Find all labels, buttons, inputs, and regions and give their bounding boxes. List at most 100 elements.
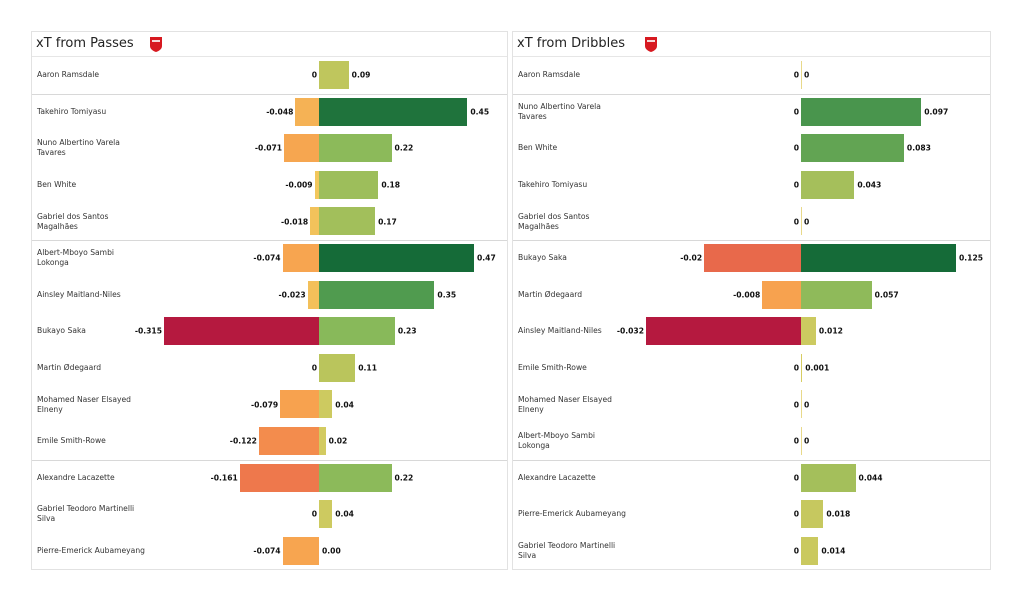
zero-line xyxy=(801,390,802,419)
player-name: Albert-Mboyo Sambi Lokonga xyxy=(37,248,115,268)
negative-bar xyxy=(295,97,319,126)
positive-value-label: 0.47 xyxy=(477,253,496,263)
table-row: Gabriel dos Santos Magalhães -0.018 0.17 xyxy=(32,203,507,240)
positive-value-label: 0 xyxy=(804,436,810,446)
positive-bar xyxy=(319,61,349,89)
positive-bar xyxy=(801,134,904,163)
positive-value-label: 0.125 xyxy=(959,253,984,263)
negative-value-label: 0 xyxy=(793,400,799,410)
positive-bar xyxy=(801,500,824,529)
positive-value-label: 0.044 xyxy=(858,473,883,483)
player-name: Martin Ødegaard xyxy=(518,289,583,299)
player-name: Gabriel dos Santos Magalhães xyxy=(37,211,109,231)
player-name: Nuno Albertino Varela Tavares xyxy=(518,101,601,121)
negative-value-label: 0 xyxy=(311,70,317,80)
zero-line xyxy=(801,61,802,89)
positive-value-label: 0.23 xyxy=(397,326,417,336)
title-divider xyxy=(32,56,507,57)
positive-value-label: 0.22 xyxy=(394,473,414,483)
negative-bar xyxy=(239,463,319,492)
title-divider xyxy=(513,56,990,57)
positive-bar xyxy=(801,280,872,309)
player-name: Ainsley Maitland-Niles xyxy=(37,289,121,299)
player-name: Alexandre Lacazette xyxy=(37,472,115,482)
table-row: Pierre-Emerick Aubameyang 0 0.018 xyxy=(513,496,990,533)
positive-value-label: 0.02 xyxy=(328,436,348,446)
player-name: Gabriel Teodoro Martinelli Silva xyxy=(518,541,616,561)
negative-bar xyxy=(704,244,801,272)
negative-value-label: 0 xyxy=(793,107,799,117)
table-row: Ainsley Maitland-Niles -0.023 0.35 xyxy=(32,277,507,314)
positive-value-label: 0.018 xyxy=(826,509,851,519)
player-name: Bukayo Saka xyxy=(37,326,86,336)
table-row: Gabriel Teodoro Martinelli Silva 0 0.014 xyxy=(513,533,990,570)
positive-bar xyxy=(319,427,326,455)
positive-value-label: 0.00 xyxy=(322,546,341,556)
group-divider xyxy=(513,240,990,241)
positive-bar xyxy=(801,536,819,565)
positive-bar xyxy=(801,463,856,492)
positive-bar xyxy=(319,97,468,126)
negative-bar xyxy=(314,170,319,199)
positive-value-label: 0.18 xyxy=(381,180,401,190)
arsenal-crest-icon xyxy=(150,37,162,52)
group-divider xyxy=(513,93,990,95)
negative-bar xyxy=(284,134,319,163)
table-row: Ainsley Maitland-Niles -0.032 0.012 xyxy=(513,313,990,350)
negative-value-label: 0 xyxy=(793,143,799,153)
positive-value-label: 0.11 xyxy=(358,363,378,373)
table-row: Nuno Albertino Varela Tavares 0 0.097 xyxy=(513,94,990,131)
player-name: Pierre-Emerick Aubameyang xyxy=(37,546,145,556)
negative-bar xyxy=(282,244,319,272)
negative-value-label: 0 xyxy=(793,217,799,227)
negative-value-label: -0.008 xyxy=(733,290,761,300)
positive-value-label: 0.097 xyxy=(924,107,949,117)
player-name: Gabriel dos Santos Magalhães xyxy=(518,211,590,231)
zero-line xyxy=(801,427,802,455)
player-name: Aaron Ramsdale xyxy=(37,70,100,80)
negative-bar xyxy=(310,207,319,236)
negative-value-label: 0 xyxy=(793,546,799,556)
positive-value-label: 0.45 xyxy=(470,107,490,117)
positive-bar xyxy=(801,317,816,346)
negative-value-label: -0.023 xyxy=(278,290,306,300)
negative-bar xyxy=(282,536,319,565)
negative-value-label: 0 xyxy=(793,509,799,519)
arsenal-crest-icon xyxy=(645,37,657,52)
positive-value-label: 0.04 xyxy=(335,400,354,410)
positive-bar xyxy=(319,170,379,199)
negative-bar xyxy=(762,280,801,309)
positive-value-label: 0.012 xyxy=(818,326,843,336)
table-row: Takehiro Tomiyasu 0 0.043 xyxy=(513,167,990,204)
positive-bar xyxy=(319,353,356,382)
player-name: Takehiro Tomiyasu xyxy=(37,106,107,116)
negative-value-label: 0 xyxy=(311,509,317,519)
table-row: Emile Smith-Rowe -0.122 0.02 xyxy=(32,423,507,460)
table-row: Takehiro Tomiyasu -0.048 0.45 xyxy=(32,94,507,131)
positive-value-label: 0.001 xyxy=(805,363,830,373)
positive-value-label: 0.083 xyxy=(906,143,931,153)
positive-value-label: 0.09 xyxy=(351,70,371,80)
group-divider xyxy=(32,93,507,95)
positive-value-label: 0.014 xyxy=(821,546,846,556)
positive-bar xyxy=(319,134,392,163)
positive-value-label: 0.057 xyxy=(874,290,899,300)
positive-bar xyxy=(801,244,956,272)
negative-value-label: 0 xyxy=(793,473,799,483)
player-name: Ben White xyxy=(37,180,77,190)
table-row: Albert-Mboyo Sambi Lokonga 0 0 xyxy=(513,423,990,460)
player-name: Nuno Albertino Varela Tavares xyxy=(37,138,120,158)
positive-bar xyxy=(801,170,855,199)
negative-value-label: 0 xyxy=(311,363,317,373)
player-name: Bukayo Saka xyxy=(518,253,567,263)
table-row: Martin Ødegaard 0 0.11 xyxy=(32,350,507,387)
table-row: Ben White 0 0.083 xyxy=(513,130,990,167)
table-row: Mohamed Naser Elsayed Elneny 0 0 xyxy=(513,386,990,423)
passes-panel: xT from Passes Aaron Ramsdale 0 0.09 Takehi… xyxy=(31,31,508,570)
positive-value-label: 0 xyxy=(804,400,810,410)
positive-value-label: 0.35 xyxy=(437,290,457,300)
player-name: Pierre-Emerick Aubameyang xyxy=(518,509,626,519)
negative-value-label: -0.079 xyxy=(250,400,279,410)
player-name: Takehiro Tomiyasu xyxy=(518,180,588,190)
player-name: Alexandre Lacazette xyxy=(518,472,596,482)
